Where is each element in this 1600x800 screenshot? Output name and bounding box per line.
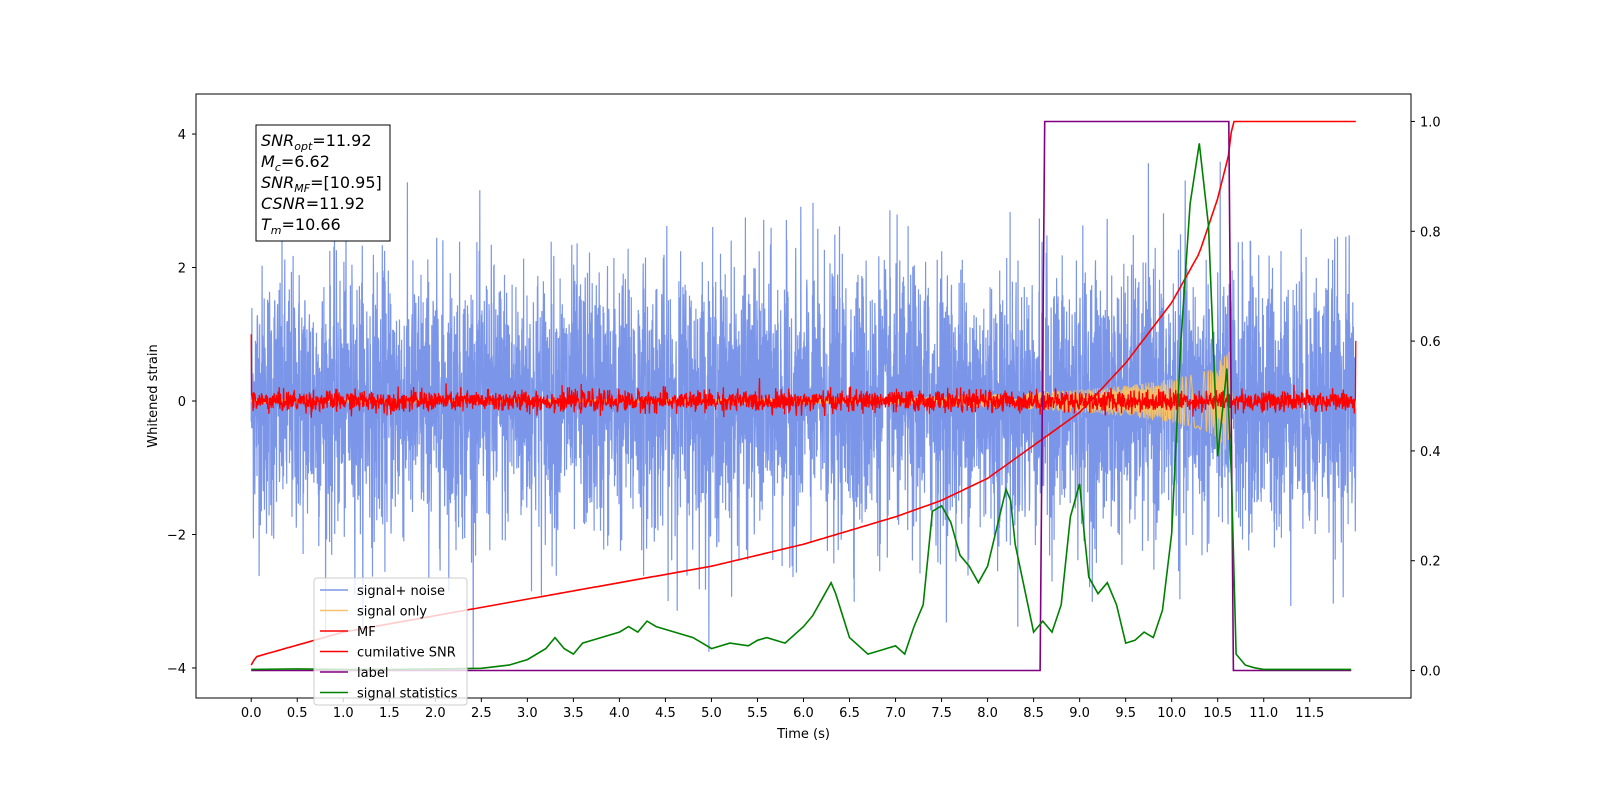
x-tick-label: 2.0 xyxy=(425,706,446,721)
legend-entry: signal statistics xyxy=(357,687,458,702)
annotation-line: SNRMF=[10.95] xyxy=(261,173,382,195)
x-axis-ticks: 0.0 0.5 1.0 1.5 2.0 2.5 3.0 3.5 4.0 4.5 5.0 5.5 6.0 6… xyxy=(241,698,1324,721)
x-tick-label: 5.0 xyxy=(701,706,722,721)
x-tick-label: 7.5 xyxy=(931,706,952,721)
y2-tick-label: 0.8 xyxy=(1420,225,1441,240)
y2-tick-label: 1.0 xyxy=(1420,115,1441,130)
x-tick-label: 1.5 xyxy=(379,706,400,721)
y-tick-label: 2 xyxy=(178,262,186,277)
x-axis-label: Time (s) xyxy=(776,727,830,742)
y2-tick-label: 0.2 xyxy=(1420,555,1441,570)
mf-series-layer xyxy=(250,334,1357,418)
annotation-line: CSNR=11.92 xyxy=(261,194,365,213)
x-tick-label: 11.0 xyxy=(1249,706,1278,721)
series-mf xyxy=(250,334,1357,418)
x-tick-label: 4.5 xyxy=(655,706,676,721)
x-tick-label: 1.0 xyxy=(333,706,354,721)
noise-series-layer xyxy=(250,161,1357,669)
x-tick-label: 7.0 xyxy=(885,706,906,721)
x-tick-label: 3.0 xyxy=(517,706,538,721)
x-tick-label: 10.0 xyxy=(1157,706,1186,721)
legend-entry: label xyxy=(357,666,388,681)
x-tick-label: 6.0 xyxy=(793,706,814,721)
y-tick-label: −2 xyxy=(167,528,186,543)
legend-entry: signal only xyxy=(357,605,427,620)
x-tick-label: 0.5 xyxy=(287,706,308,721)
y2-tick-label: 0.0 xyxy=(1420,665,1441,680)
y2-tick-label: 0.6 xyxy=(1420,335,1441,350)
annotation-box: SNRopt=11.92Mc=6.62SNRMF=[10.95]CSNR=11.… xyxy=(255,124,391,242)
x-tick-label: 8.5 xyxy=(1023,706,1044,721)
x-tick-label: 8.0 xyxy=(977,706,998,721)
x-tick-label: 10.5 xyxy=(1203,706,1232,721)
x-tick-label: 11.5 xyxy=(1295,706,1324,721)
x-tick-label: 3.5 xyxy=(563,706,584,721)
x-tick-label: 4.0 xyxy=(609,706,630,721)
annotation-line: Tm=10.66 xyxy=(261,215,341,237)
x-tick-label: 9.0 xyxy=(1069,706,1090,721)
y-tick-label: −4 xyxy=(167,662,186,677)
series-signal-noise xyxy=(250,161,1357,669)
x-tick-label: 5.5 xyxy=(747,706,768,721)
legend-entry: cumilative SNR xyxy=(357,646,456,661)
legend-frame xyxy=(313,577,468,706)
legend-entry: signal+ noise xyxy=(357,584,445,599)
x-tick-label: 2.5 xyxy=(471,706,492,721)
legend: signal+ noise signal only MF cumilative SNR… xyxy=(313,577,468,706)
series-label xyxy=(251,120,1352,672)
annotation-frame xyxy=(255,124,391,242)
y-axis-label: Whitened strain xyxy=(146,344,161,447)
y2-tick-label: 0.4 xyxy=(1420,445,1441,460)
y-tick-label: 0 xyxy=(178,395,186,410)
x-tick-label: 9.5 xyxy=(1115,706,1136,721)
x-tick-label: 0.0 xyxy=(241,706,262,721)
annotation-line: SNRopt=11.92 xyxy=(261,131,372,153)
annotation-line: Mc=6.62 xyxy=(261,152,330,174)
x-tick-label: 6.5 xyxy=(839,706,860,721)
y-axis-ticks: −4 −2 0 2 4 xyxy=(167,128,196,677)
legend-entry: MF xyxy=(357,625,376,640)
y2-axis-ticks: 0.0 0.2 0.4 0.6 0.8 1.0 xyxy=(1411,115,1441,680)
y-tick-label: 4 xyxy=(178,128,186,143)
series-signal-statistics xyxy=(251,143,1352,671)
